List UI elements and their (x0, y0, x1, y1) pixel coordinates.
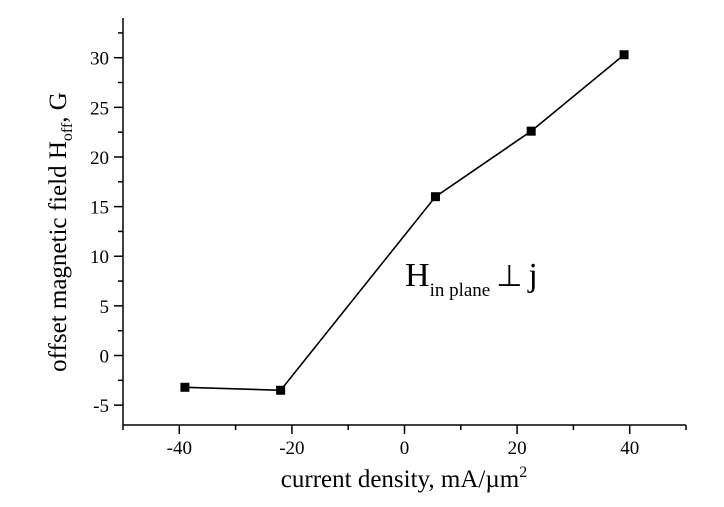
x-tick-label: -20 (279, 438, 304, 459)
y-tick-label: 0 (100, 347, 110, 368)
x-tick-label: -40 (167, 438, 192, 459)
data-point (276, 385, 286, 395)
annotation-relation: ⊥ (496, 260, 522, 293)
y-axis: -5 0 5 10 15 20 25 30 (90, 32, 123, 417)
annotation-main: H (405, 257, 430, 294)
y-axis-title-unit: , G (45, 92, 72, 123)
x-tick-label: 0 (400, 438, 410, 459)
chart-annotation: Hin plane ⊥ j (405, 257, 538, 301)
data-point (430, 192, 440, 202)
annotation-suffix: j (527, 257, 537, 294)
y-axis-title-text: offset magnetic field H (45, 141, 72, 372)
x-axis-title-sup: 2 (519, 464, 527, 481)
y-tick-label: 15 (90, 198, 109, 219)
y-tick-label: 25 (90, 98, 109, 119)
y-tick-label: 5 (100, 297, 110, 318)
data-point (526, 126, 536, 136)
plot-frame (122, 18, 686, 426)
x-tick-label: 40 (620, 438, 639, 459)
series-line (184, 54, 625, 392)
y-tick-label: 30 (90, 49, 109, 70)
y-axis-title: offset magnetic field Hoff, G (45, 92, 76, 372)
data-point (619, 50, 629, 60)
y-tick-label: 10 (90, 247, 109, 268)
annotation-sub: in plane (430, 280, 491, 301)
y-axis-title-sub: off (59, 122, 76, 141)
y-tick-label: -5 (93, 396, 109, 417)
x-axis: -40 -20 0 20 40 (122, 425, 687, 459)
data-series (180, 50, 629, 395)
y-tick-label: 20 (90, 148, 109, 169)
x-axis-title-text: current density, mA/µm (281, 466, 520, 493)
x-axis-title: current density, mA/µm2 (281, 464, 527, 493)
x-tick-label: 20 (508, 438, 527, 459)
data-point (180, 382, 190, 392)
